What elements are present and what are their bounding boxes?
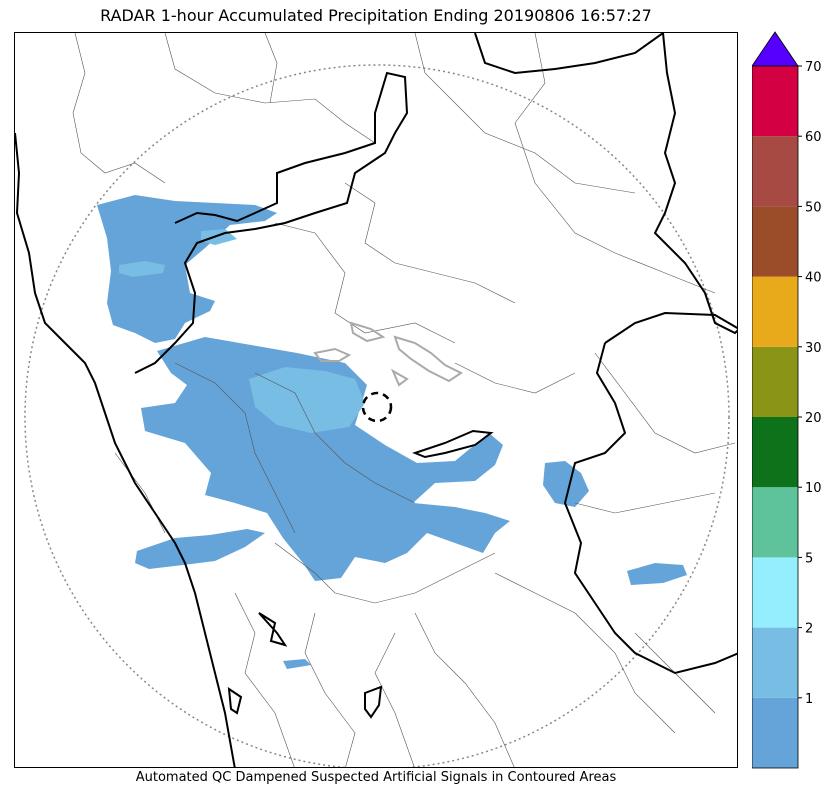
colorbar-tick-label: 50 [805, 200, 822, 215]
colorbar-bin-9 [752, 66, 798, 137]
state-border-southeast [563, 342, 737, 675]
radar-site-marker [361, 391, 393, 423]
precip-area-southwest [135, 529, 265, 569]
state-border-east-2 [604, 311, 737, 344]
colorbar-tick-label: 60 [805, 130, 822, 145]
colorbar-bin-1 [752, 627, 798, 698]
colorbar-bin-7 [752, 206, 798, 277]
colorbar-bin-5 [752, 346, 798, 417]
radar-range-ring [24, 64, 730, 767]
colorbar: 1 2 5 10 20 30 40 50 60 70 [751, 28, 822, 770]
colorbar-bin-6 [752, 276, 798, 347]
island-border-3 [227, 686, 243, 715]
precip-core-central [249, 367, 365, 433]
radar-map [14, 32, 738, 768]
colorbar-extend-triangle [751, 31, 799, 67]
colorbar-tick-label: 10 [805, 481, 822, 496]
colorbar-tick-label: 70 [805, 60, 822, 75]
precip-core-north [119, 261, 165, 277]
colorbar-tick-label: 20 [805, 411, 822, 426]
colorbar-tick-label: 2 [805, 622, 813, 637]
map-footer: Automated QC Dampened Suspected Artifici… [135, 770, 617, 785]
district-borders [72, 33, 736, 767]
precip-area-far-east [627, 563, 687, 585]
colorbar-tick-label: 5 [805, 551, 813, 566]
colorbar-bin-8 [752, 136, 798, 207]
map-title: RADAR 1-hour Accumulated Precipitation E… [100, 6, 652, 25]
state-border-north [474, 33, 664, 75]
colorbar-tick-label: 30 [805, 341, 822, 356]
island-border-2 [364, 685, 383, 719]
colorbar-tick-label: 40 [805, 271, 822, 286]
qc-contoured-areas [313, 321, 463, 387]
precip-area-east [543, 461, 589, 507]
colorbar-bin-2 [752, 557, 798, 628]
colorbar-bin-4 [752, 417, 798, 488]
precip-area-north [97, 195, 277, 343]
colorbar-bin-0 [752, 697, 798, 768]
precipitation-layer [97, 195, 687, 669]
coastline [15, 132, 236, 767]
precip-area-central [141, 337, 510, 581]
colorbar-bin-3 [752, 487, 798, 558]
island-border [258, 612, 288, 647]
enclave-border [412, 429, 494, 459]
state-borders [15, 33, 737, 767]
state-border-west [134, 71, 409, 374]
precip-area-south-small [283, 659, 311, 669]
colorbar-tick-label: 1 [805, 692, 813, 707]
state-border-east [653, 33, 737, 335]
